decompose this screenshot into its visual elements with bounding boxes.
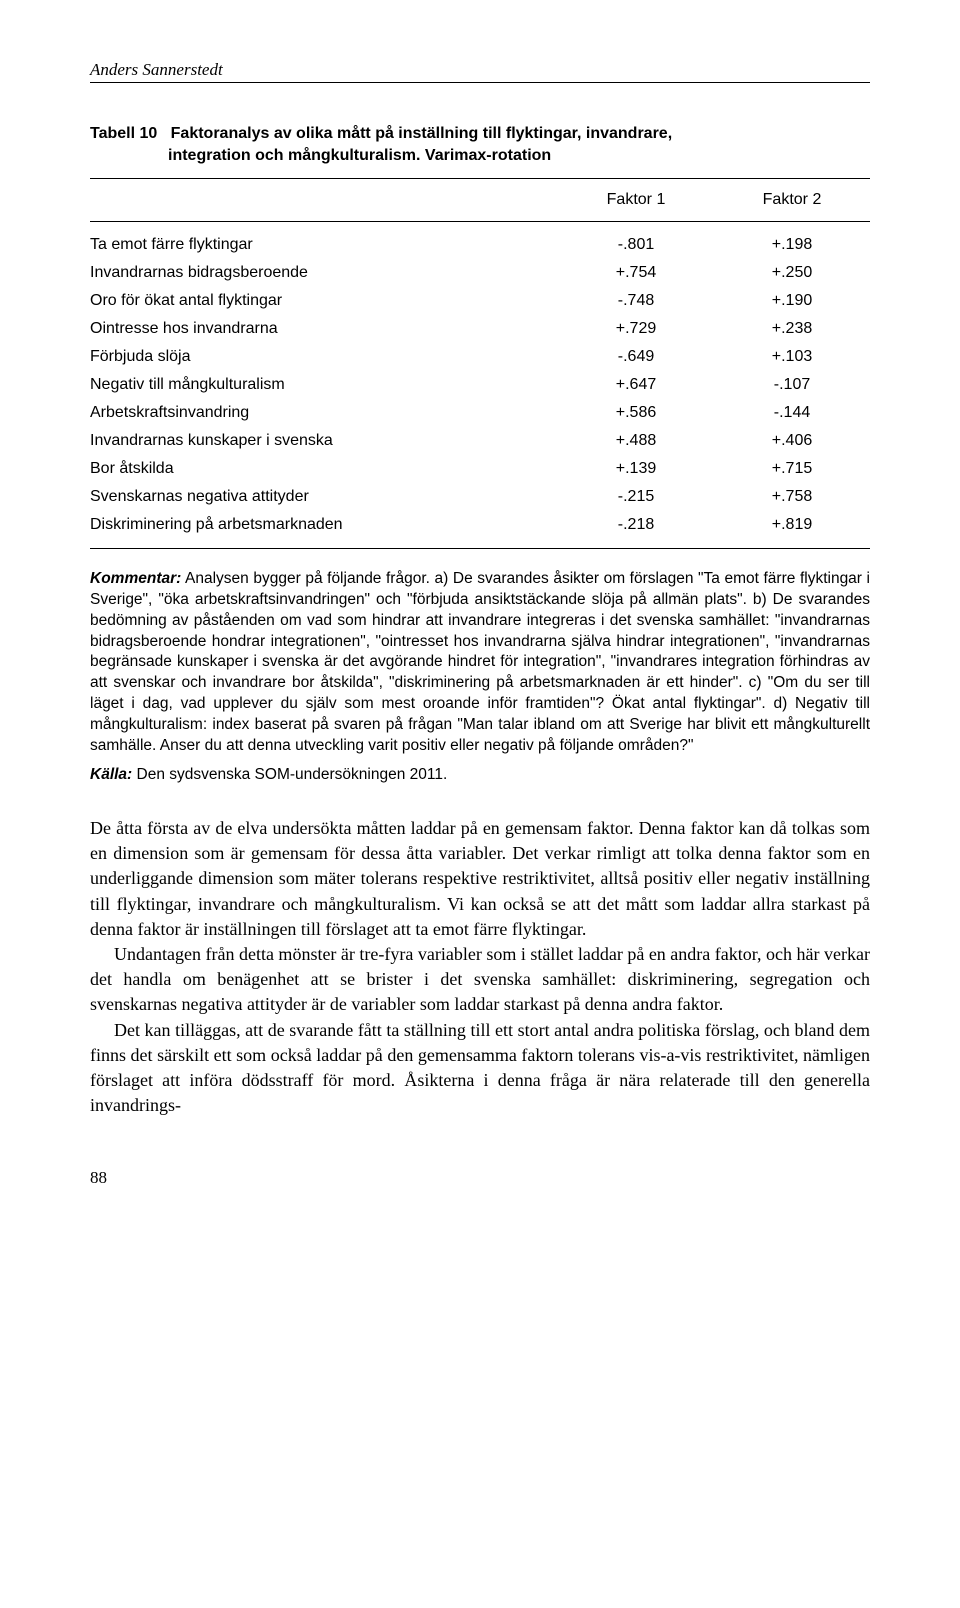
table-row: Ta emot färre flyktingar-.801+.198 [90, 221, 870, 259]
table-cell-factor1: +.754 [558, 259, 714, 287]
table-cell-label: Invandrarnas bidragsberoende [90, 259, 558, 287]
table-cell-factor2: -.144 [714, 399, 870, 427]
table-cell-label: Svenskarnas negativa attityder [90, 483, 558, 511]
table-cell-label: Invandrarnas kunskaper i svenska [90, 427, 558, 455]
table-cell-factor2: -.107 [714, 371, 870, 399]
comment-block: Kommentar: Analysen bygger på följande f… [90, 569, 870, 757]
table-row: Invandrarnas kunskaper i svenska+.488+.4… [90, 427, 870, 455]
table-row: Förbjuda slöja-.649+.103 [90, 343, 870, 371]
table-title-line1: Faktoranalys av olika mått på inställnin… [171, 125, 672, 142]
table-cell-factor1: +.647 [558, 371, 714, 399]
author-name: Anders Sannerstedt [90, 60, 870, 80]
table-header-factor1: Faktor 1 [558, 178, 714, 221]
table-cell-label: Oro för ökat antal flyktingar [90, 287, 558, 315]
source-text: Den sydsvenska SOM-undersökningen 2011. [132, 766, 447, 783]
table-cell-factor1: -.215 [558, 483, 714, 511]
body-p2: Undantagen från detta mönster är tre-fyr… [90, 942, 870, 1018]
table-row: Ointresse hos invandrarna+.729+.238 [90, 315, 870, 343]
table-header-empty [90, 178, 558, 221]
body-text: De åtta första av de elva undersökta måt… [90, 816, 870, 1118]
table-row: Bor åtskilda+.139+.715 [90, 455, 870, 483]
table-cell-label: Diskriminering på arbetsmarknaden [90, 511, 558, 548]
body-p1: De åtta första av de elva undersökta måt… [90, 816, 870, 942]
table-title-line2: integration och mångkulturalism. Varimax… [168, 145, 870, 167]
table-cell-factor2: +.406 [714, 427, 870, 455]
table-row: Arbetskraftsinvandring+.586-.144 [90, 399, 870, 427]
table-cell-factor2: +.238 [714, 315, 870, 343]
table-cell-factor1: -.801 [558, 221, 714, 259]
table-cell-label: Bor åtskilda [90, 455, 558, 483]
header-rule [90, 82, 870, 83]
table-cell-factor1: +.139 [558, 455, 714, 483]
table-row: Diskriminering på arbetsmarknaden-.218+.… [90, 511, 870, 548]
table-cell-factor1: -.748 [558, 287, 714, 315]
page-number: 88 [90, 1168, 870, 1188]
source-label: Källa: [90, 766, 132, 783]
table-cell-factor2: +.250 [714, 259, 870, 287]
table-row: Negativ till mångkulturalism+.647-.107 [90, 371, 870, 399]
table-cell-factor2: +.715 [714, 455, 870, 483]
table-cell-factor2: +.190 [714, 287, 870, 315]
table-bottom-rule [90, 548, 870, 549]
table-cell-factor1: -.649 [558, 343, 714, 371]
table-cell-factor1: +.586 [558, 399, 714, 427]
table-header-factor2: Faktor 2 [714, 178, 870, 221]
table-cell-factor1: -.218 [558, 511, 714, 548]
table-header-row: Faktor 1 Faktor 2 [90, 178, 870, 221]
table-row: Oro för ökat antal flyktingar-.748+.190 [90, 287, 870, 315]
table-row: Invandrarnas bidragsberoende+.754+.250 [90, 259, 870, 287]
table-title: Tabell 10 Faktoranalys av olika mått på … [90, 123, 870, 168]
table-cell-label: Negativ till mångkulturalism [90, 371, 558, 399]
table-cell-label: Ointresse hos invandrarna [90, 315, 558, 343]
table-label: Tabell 10 [90, 125, 157, 142]
table-cell-factor2: +.103 [714, 343, 870, 371]
table-cell-factor1: +.729 [558, 315, 714, 343]
table-cell-factor2: +.758 [714, 483, 870, 511]
table-cell-factor2: +.819 [714, 511, 870, 548]
factor-table: Faktor 1 Faktor 2 Ta emot färre flykting… [90, 178, 870, 548]
table-cell-label: Arbetskraftsinvandring [90, 399, 558, 427]
table-cell-factor1: +.488 [558, 427, 714, 455]
table-cell-label: Ta emot färre flyktingar [90, 221, 558, 259]
table-cell-label: Förbjuda slöja [90, 343, 558, 371]
body-p3: Det kan tilläggas, att de svarande fått … [90, 1018, 870, 1119]
source-block: Källa: Den sydsvenska SOM-undersökningen… [90, 765, 870, 786]
table-row: Svenskarnas negativa attityder-.215+.758 [90, 483, 870, 511]
table-cell-factor2: +.198 [714, 221, 870, 259]
comment-label: Kommentar: [90, 570, 181, 587]
comment-text: Analysen bygger på följande frågor. a) D… [90, 570, 870, 754]
